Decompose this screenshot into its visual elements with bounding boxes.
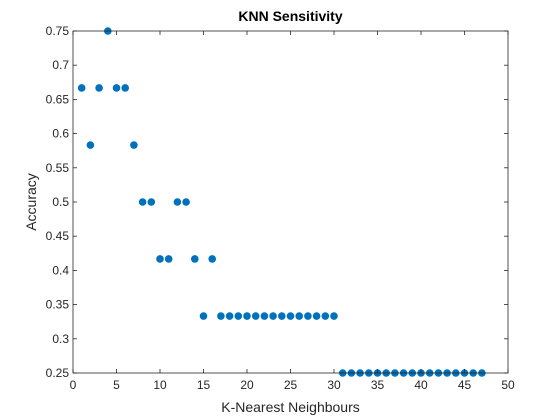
y-tick-label: 0.35 [46,298,70,312]
x-tick-label: 45 [458,378,472,392]
data-point [86,141,95,149]
y-tick-label: 0.3 [52,332,69,346]
y-axis-label: Accuracy [23,173,39,231]
data-point [234,312,243,320]
data-point [269,312,277,320]
y-tick-label: 0.25 [46,366,70,380]
data-point [164,255,173,263]
axes-background [73,31,508,373]
data-point [295,312,304,320]
y-tick-label: 0.55 [46,161,70,175]
data-point [77,84,86,92]
y-axis-ticks: 0.25 0.3 0.35 0.4 0.45 0.5 0.55 0.6 0.65 0.7 0.75 [46,24,508,380]
data-point [95,84,103,92]
data-point [173,198,182,206]
x-tick-label: 0 [70,378,77,392]
data-point [304,312,312,320]
x-tick-label: 50 [501,378,515,392]
chart-title: KNN Sensitivity [238,8,342,24]
data-point [182,198,190,206]
data-point [330,312,338,320]
x-tick-label: 25 [284,378,298,392]
y-tick-label: 0.5 [52,195,69,209]
y-tick-label: 0.4 [52,263,69,277]
data-point [121,84,129,92]
x-tick-label: 40 [414,378,428,392]
data-point [286,312,295,320]
data-point [199,312,208,320]
data-point [243,312,251,320]
data-point [208,255,216,263]
data-point [130,141,138,149]
x-axis-label: K-Nearest Neighbours [221,399,360,415]
data-point [321,312,330,320]
x-tick-label: 30 [327,378,341,392]
data-point [225,312,234,320]
data-point [278,312,286,320]
data-point [217,312,225,320]
y-tick-label: 0.65 [46,92,70,106]
data-point [260,312,269,320]
data-point [147,198,156,206]
y-tick-label: 0.75 [46,24,70,38]
x-tick-label: 20 [240,378,254,392]
x-tick-label: 5 [113,378,120,392]
x-axis-ticks: 0 5 10 15 20 25 30 35 40 45 50 [70,31,515,392]
x-tick-label: 15 [197,378,211,392]
data-point [156,255,164,263]
data-point [138,198,147,206]
x-tick-label: 10 [153,378,167,392]
y-tick-label: 0.45 [46,229,70,243]
data-point [312,312,321,320]
y-tick-label: 0.6 [52,127,69,141]
data-point [112,84,121,92]
data-point [191,255,199,263]
data-point [251,312,260,320]
x-tick-label: 35 [371,378,385,392]
y-tick-label: 0.7 [52,58,69,72]
